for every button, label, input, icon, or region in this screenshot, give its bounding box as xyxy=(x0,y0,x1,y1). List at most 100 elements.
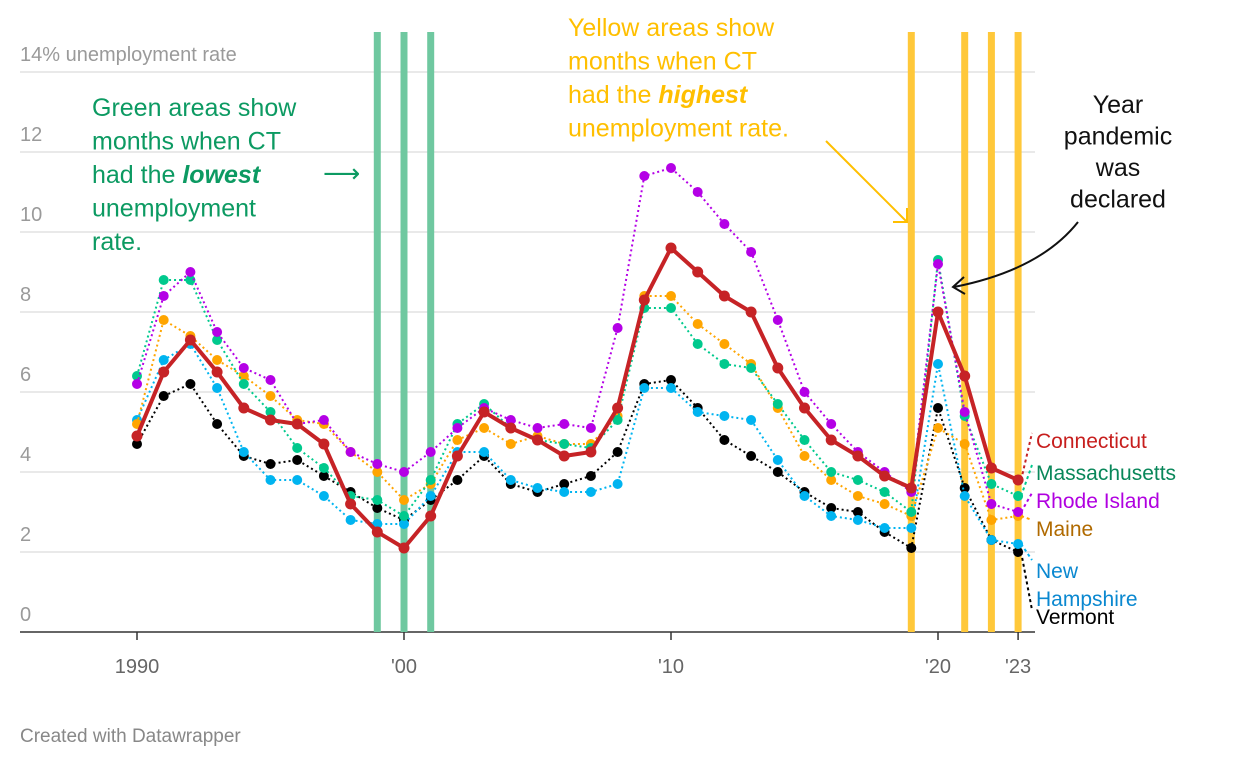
data-point xyxy=(718,290,730,302)
data-point xyxy=(559,487,570,497)
data-point xyxy=(826,511,837,521)
data-point xyxy=(372,495,383,505)
data-point xyxy=(212,335,223,345)
x-tick-label: '10 xyxy=(658,656,684,678)
x-tick-label: '00 xyxy=(391,656,417,678)
data-point xyxy=(399,467,409,477)
pandemic-annotation: Year pandemic was declared xyxy=(1064,91,1172,214)
pandemic-annotation-arrow xyxy=(953,221,1079,288)
data-point xyxy=(906,543,917,553)
data-point xyxy=(238,447,249,457)
data-point xyxy=(372,503,383,513)
data-point xyxy=(746,363,757,373)
data-point xyxy=(212,327,223,337)
data-point xyxy=(639,383,650,393)
data-point xyxy=(559,479,570,489)
data-point xyxy=(238,379,249,389)
data-point xyxy=(505,422,517,434)
data-point xyxy=(265,414,276,426)
footer-credit: Created with Datawrapper xyxy=(20,726,241,747)
data-point xyxy=(371,526,383,538)
data-point xyxy=(292,443,303,453)
annotation-line: declared xyxy=(1070,186,1166,214)
data-point xyxy=(879,470,891,482)
data-point xyxy=(666,375,676,385)
data-point xyxy=(799,491,810,501)
data-point xyxy=(772,315,783,325)
data-point xyxy=(158,355,169,365)
data-point xyxy=(372,459,383,469)
data-point xyxy=(666,383,676,393)
data-point xyxy=(799,402,810,414)
data-point xyxy=(719,359,730,369)
data-point xyxy=(746,415,757,425)
data-point xyxy=(158,275,169,285)
data-point xyxy=(131,430,143,442)
data-point xyxy=(372,467,383,477)
data-point xyxy=(451,450,463,462)
data-point xyxy=(425,510,437,522)
data-point xyxy=(398,542,410,554)
data-point xyxy=(719,339,730,349)
data-point xyxy=(639,171,650,181)
data-point xyxy=(212,419,223,429)
series-lines xyxy=(131,163,1024,557)
annotation-line: Yellow areas show xyxy=(568,14,775,42)
y-tick-label: 14% unemployment rate xyxy=(20,44,237,66)
series-label: New Hampshire xyxy=(1036,560,1138,611)
gridlines: 0 2 4 6 8 10 12 14% unemployment rate xyxy=(20,44,1035,633)
data-point xyxy=(292,455,303,465)
x-tick-label: 1990 xyxy=(115,656,160,678)
arrow-right-icon: ⟶ xyxy=(323,158,360,188)
highest-highlight-band xyxy=(987,32,995,632)
data-point xyxy=(158,315,169,325)
series-label: Rhode Island xyxy=(1036,490,1160,513)
label-connector xyxy=(1020,492,1033,513)
data-point xyxy=(399,511,409,521)
series-label-line: New xyxy=(1036,560,1079,583)
series-line xyxy=(136,167,1019,513)
annotation-line: unemployment xyxy=(92,195,256,223)
annotations: Green areas show months when CT had the lo… xyxy=(92,14,1172,295)
annotation-emphasis: lowest xyxy=(182,161,261,189)
annotation-emphasis: highest xyxy=(658,81,749,109)
data-point xyxy=(478,406,490,418)
y-tick-label: 2 xyxy=(20,524,31,546)
data-point xyxy=(212,355,223,365)
data-point xyxy=(585,471,596,481)
data-point xyxy=(585,487,596,497)
data-point xyxy=(906,507,917,517)
data-point xyxy=(852,507,863,517)
y-tick-label: 8 xyxy=(20,284,31,306)
data-point xyxy=(265,459,276,469)
data-point xyxy=(345,498,357,510)
annotation-line: months when CT xyxy=(92,128,281,156)
x-tick-label: '23 xyxy=(1005,656,1031,678)
lowest-highlight-band xyxy=(400,32,408,632)
data-point xyxy=(452,423,463,433)
annotation-line: Green areas show xyxy=(92,94,297,122)
data-point xyxy=(959,439,970,449)
series-line xyxy=(136,379,1019,553)
data-point xyxy=(238,402,250,414)
data-point xyxy=(692,319,703,329)
data-point xyxy=(692,266,704,278)
data-point xyxy=(799,387,810,397)
data-point xyxy=(238,371,249,381)
annotation-line: months when CT xyxy=(568,48,757,76)
data-point xyxy=(692,339,703,349)
data-point xyxy=(132,439,142,449)
lowest-annotation: Green areas show months when CT had the lo… xyxy=(92,94,297,256)
data-point xyxy=(1013,539,1024,549)
data-point xyxy=(184,334,196,346)
data-point xyxy=(825,434,837,446)
data-point xyxy=(719,411,730,421)
data-point xyxy=(318,438,330,450)
series-line xyxy=(136,259,1019,517)
data-point xyxy=(265,391,276,401)
data-point xyxy=(265,375,276,385)
data-point xyxy=(799,435,810,445)
label-connector xyxy=(1020,515,1033,521)
data-point xyxy=(612,447,623,457)
